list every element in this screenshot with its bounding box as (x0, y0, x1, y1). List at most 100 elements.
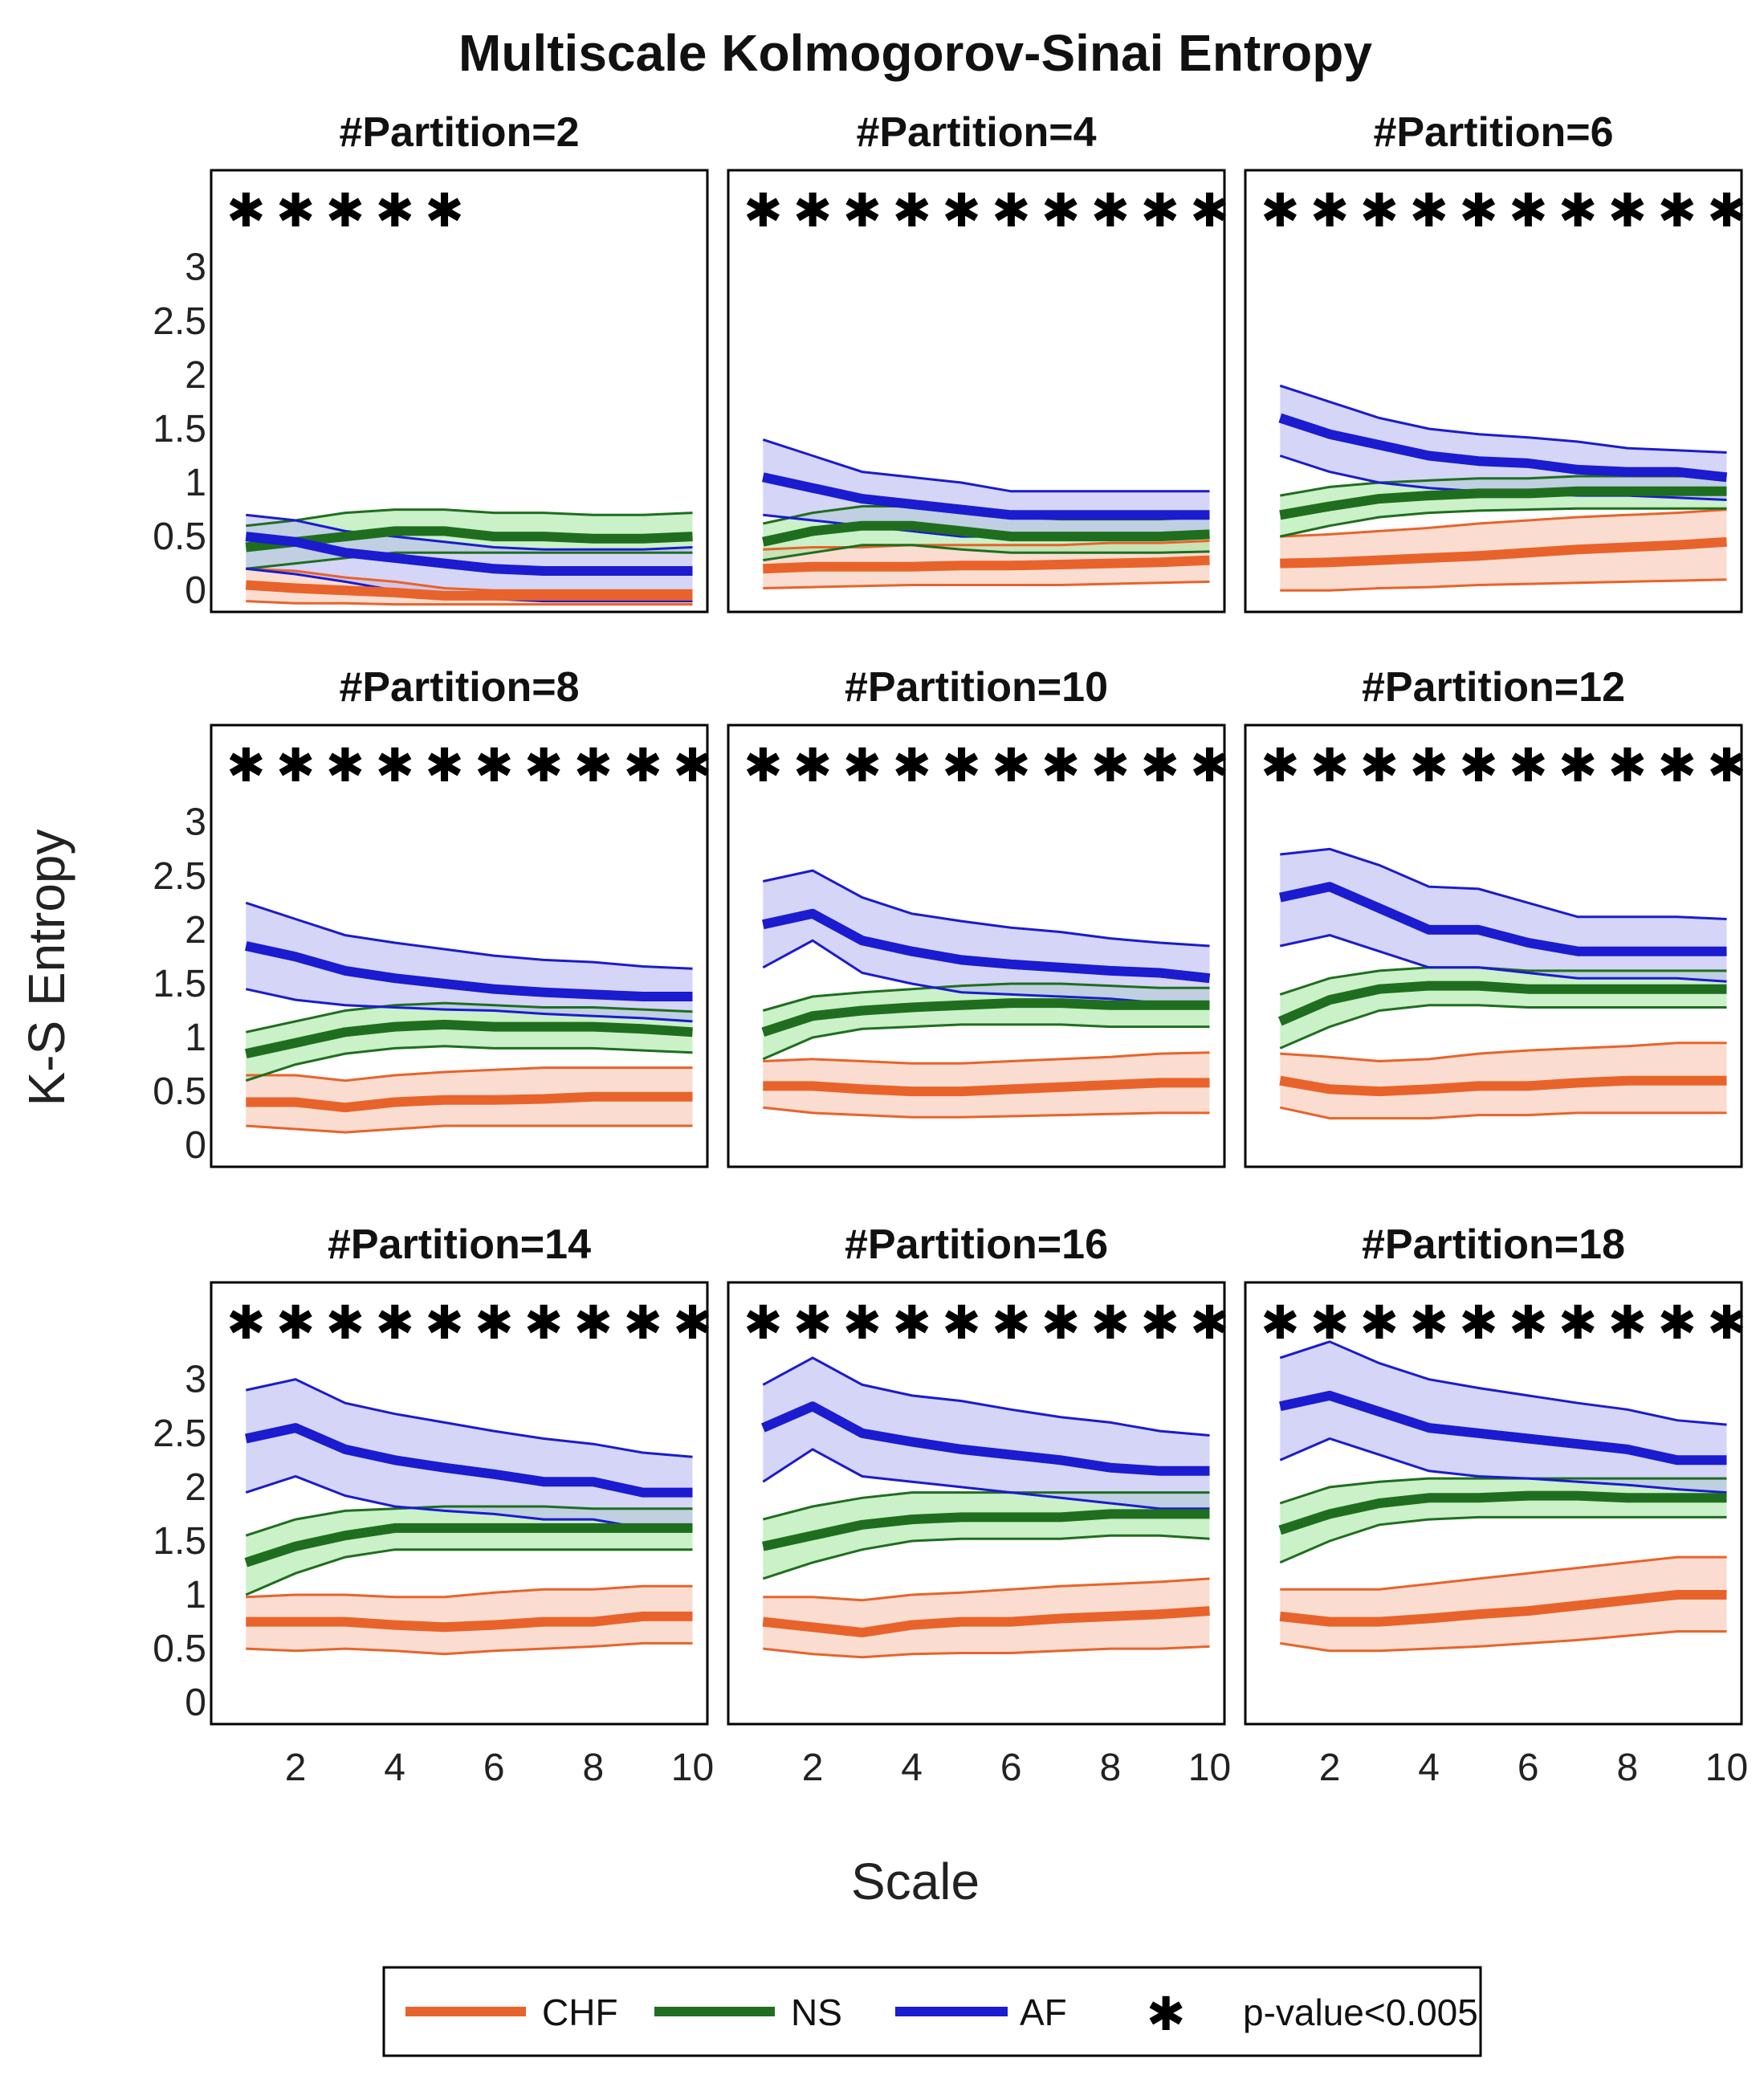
y-tick-label: 1.5 (153, 1520, 206, 1563)
x-tick-label: 4 (1418, 1747, 1440, 1789)
panel-title: #Partition=6 (1373, 109, 1613, 156)
significance-star: ✱ (843, 183, 882, 238)
x-tick-label: 2 (285, 1747, 307, 1789)
panel-title: #Partition=16 (845, 1221, 1108, 1268)
significance-star: ✱ (1041, 1295, 1081, 1350)
significance-star: ✱ (1608, 738, 1648, 793)
panel-grid: #Partition=2✱ ✱ ✱ ✱ ✱00.511.522.53#Partition… (153, 109, 1748, 1789)
significance-star: ✱ (1459, 1295, 1498, 1350)
y-tick-label: 1 (185, 462, 206, 504)
panel-frame (210, 169, 709, 614)
panel-title: #Partition=8 (339, 664, 579, 711)
significance-star: ✱ (942, 738, 981, 793)
mean-line-ns (762, 1509, 1210, 1551)
significance-star: ✱ (276, 183, 316, 238)
upper-bound-chf (1280, 508, 1727, 538)
lower-bound-chf (246, 1641, 693, 1656)
upper-bound-chf (763, 1051, 1210, 1065)
mean-line-ns (761, 998, 1210, 1038)
upper-bound-af (762, 1356, 1210, 1437)
plot-area (760, 1356, 1210, 1659)
upper-bound-chf (763, 540, 1210, 551)
panel-6: #Partition=12✱ ✱ ✱ ✱ ✱ ✱ ✱ ✱ ✱ ✱ (1244, 664, 1746, 1168)
significance-star: ✱ (1360, 738, 1399, 793)
significance-star: ✱ (1409, 1295, 1448, 1350)
mean-line-ns (244, 1523, 693, 1567)
significance-star: ✱ (1261, 183, 1300, 238)
significance-star: ✱ (1261, 1295, 1300, 1350)
significance-star: ✱ (276, 1295, 316, 1350)
significance-star: ✱ (1409, 183, 1448, 238)
lower-bound-chf (1280, 1630, 1727, 1653)
significance-star: ✱ (1140, 738, 1179, 793)
legend-label-pvalue: p-value<0.005 (1243, 1991, 1478, 2033)
significance-star: ✱ (276, 738, 316, 793)
significance-star: ✱ (1707, 1295, 1746, 1350)
upper-bound-af (1279, 1340, 1727, 1426)
mean-line-af (762, 472, 1210, 520)
mean-line-ns (762, 520, 1210, 547)
mean-line-ns (1277, 980, 1727, 1026)
lower-bound-ns (245, 1045, 693, 1082)
y-tick-label: 2 (185, 354, 206, 397)
x-axis-label: Scale (851, 1853, 980, 1910)
significance-star: ✱ (1558, 183, 1598, 238)
lower-bound-ns (762, 1023, 1210, 1061)
significance-star: ✱ (793, 1295, 833, 1350)
mean-line-chf (246, 1091, 693, 1113)
mean-line-af (1278, 413, 1728, 483)
panel-title: #Partition=4 (856, 109, 1096, 156)
significance-star: ✱ (793, 738, 833, 793)
upper-bound-af (246, 513, 693, 551)
significance-star: ✱ (942, 183, 981, 238)
plot-area (762, 438, 1210, 589)
legend-label-chf: CHF (542, 1991, 618, 2033)
significance-star: ✱ (743, 1295, 783, 1350)
upper-bound-chf (1280, 1555, 1727, 1591)
significance-star: ✱ (1459, 183, 1498, 238)
band-af (1280, 849, 1727, 982)
panel-title: #Partition=10 (845, 664, 1108, 711)
plot-area (1277, 847, 1727, 1120)
significance-star: ✱ (425, 1295, 464, 1350)
significance-star: ✱ (1310, 1295, 1350, 1350)
mean-line-chf (763, 555, 1210, 574)
significance-star: ✱ (1310, 183, 1350, 238)
panel-title: #Partition=18 (1362, 1221, 1625, 1268)
panel-frame (210, 1281, 709, 1726)
panel-1: #Partition=2✱ ✱ ✱ ✱ ✱00.511.522.53 (153, 109, 709, 614)
lower-bound-chf (1280, 578, 1727, 592)
upper-bound-chf (246, 567, 693, 592)
y-tick-label: 0.5 (153, 516, 206, 558)
mean-line-chf (1280, 536, 1727, 569)
mean-line-chf (245, 580, 693, 601)
upper-bound-ns (762, 1491, 1210, 1521)
y-tick-label: 0 (185, 1124, 206, 1167)
y-tick-label: 2.5 (153, 1413, 206, 1455)
significance-star: ✱ (1190, 183, 1229, 238)
x-tick-label: 2 (1319, 1747, 1341, 1789)
significance-star: ✱ (942, 1295, 981, 1350)
significance-star: ✱ (326, 183, 365, 238)
lower-bound-chf (763, 1645, 1210, 1659)
x-tick-label: 2 (802, 1747, 824, 1789)
significance-star: ✱ (1608, 1295, 1648, 1350)
significance-star: ✱ (1261, 738, 1300, 793)
lower-bound-ns (1279, 1515, 1727, 1564)
lower-bound-chf (246, 1124, 693, 1134)
mean-line-chf (763, 1078, 1210, 1097)
mean-line-af (245, 941, 693, 1001)
upper-bound-ns (762, 982, 1210, 1012)
legend: CHF NS AF ✱ p-value<0.005 (382, 1966, 1482, 2057)
significance-star: ✱ (1041, 183, 1081, 238)
significance-star: ✱ (524, 1295, 564, 1350)
upper-bound-af (762, 438, 1210, 493)
mean-line-ns (245, 1019, 693, 1058)
significance-star: ✱ (226, 183, 266, 238)
significance-star: ✱ (574, 738, 613, 793)
significance-star: ✱ (475, 738, 514, 793)
lower-bound-chf (1279, 1106, 1727, 1120)
plot-area (1278, 1340, 1727, 1653)
y-tick-label: 0 (185, 569, 206, 612)
